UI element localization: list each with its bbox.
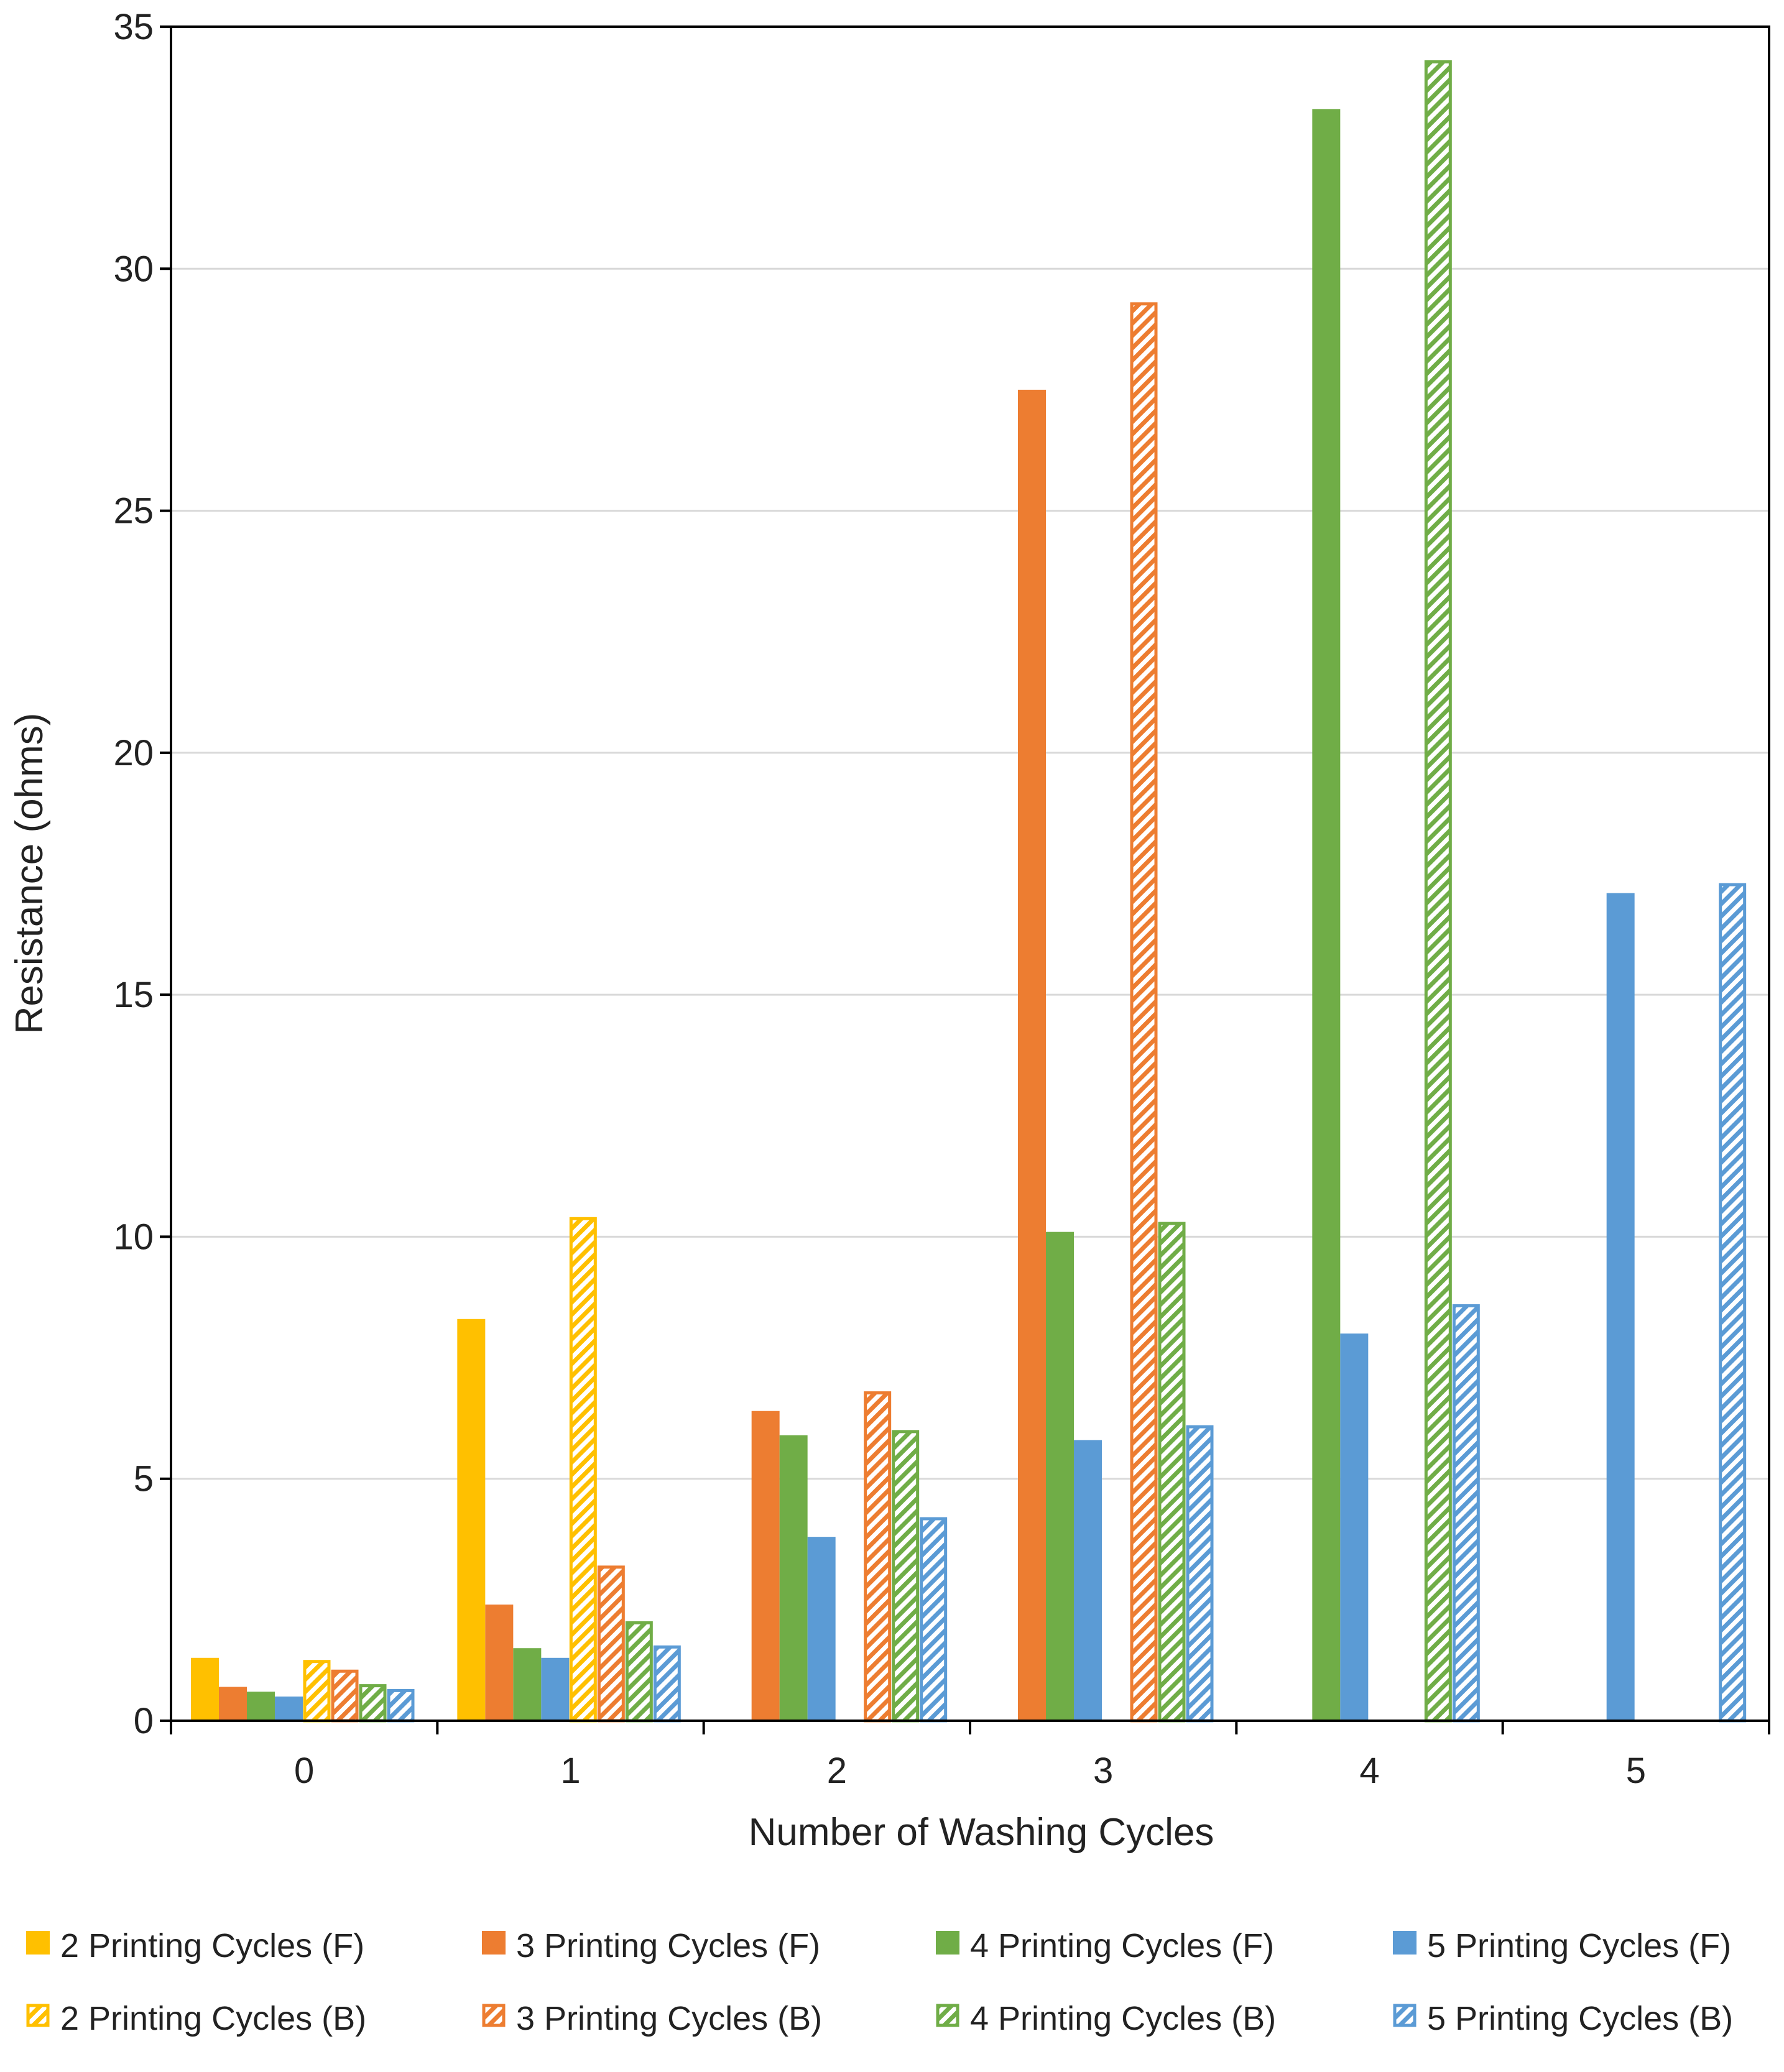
y-tick-label: 15 — [113, 975, 154, 1015]
legend-label: 5 Printing Cycles (F) — [1427, 1927, 1731, 1964]
x-tick-label: 5 — [1626, 1751, 1646, 1791]
bar — [513, 1648, 542, 1721]
bar — [331, 1669, 359, 1723]
bar — [920, 1517, 948, 1723]
legend-label: 4 Printing Cycles (B) — [970, 2000, 1276, 2037]
bar — [864, 1391, 892, 1723]
legend-swatch — [1393, 1931, 1417, 1955]
bar — [653, 1645, 681, 1723]
bar — [1424, 60, 1452, 1723]
legend-swatch — [482, 1931, 506, 1955]
bar — [1312, 109, 1341, 1721]
x-tick-label: 1 — [560, 1751, 580, 1791]
bar — [1186, 1425, 1214, 1723]
y-axis: 0 5 10 15 20 25 30 35 — [113, 7, 171, 1741]
y-tick-label: 0 — [134, 1701, 154, 1741]
bar — [247, 1692, 275, 1721]
bar — [1340, 1333, 1369, 1721]
legend-label: 4 Printing Cycles (F) — [970, 1927, 1274, 1964]
x-tick-label: 0 — [294, 1751, 314, 1791]
bar — [1018, 389, 1046, 1721]
x-axis: 0 1 2 3 4 5 — [170, 1721, 1770, 1791]
bar — [1719, 883, 1747, 1723]
bar — [1606, 893, 1635, 1721]
bar — [1452, 1304, 1480, 1723]
bar — [191, 1657, 219, 1721]
legend-swatch — [1393, 2004, 1417, 2027]
bar — [1130, 302, 1158, 1723]
legend-swatch — [482, 2004, 506, 2027]
x-axis-title: Number of Washing Cycles — [749, 1811, 1214, 1854]
y-tick-label: 35 — [113, 7, 154, 47]
bar — [1158, 1222, 1186, 1723]
legend-label: 3 Printing Cycles (B) — [516, 2000, 822, 2037]
y-tick-label: 20 — [113, 733, 154, 773]
bars — [191, 60, 1747, 1723]
x-tick-label: 4 — [1359, 1751, 1379, 1791]
bar — [569, 1217, 597, 1723]
bar — [597, 1565, 625, 1723]
bar — [275, 1697, 303, 1721]
bar — [387, 1688, 415, 1723]
legend-swatch — [26, 2004, 50, 2027]
legend-swatch — [26, 1931, 50, 1955]
bar — [359, 1684, 387, 1723]
bar — [541, 1657, 570, 1721]
legend-label: 5 Printing Cycles (B) — [1427, 2000, 1733, 2037]
gridlines — [171, 267, 1769, 1480]
legend-label: 2 Printing Cycles (F) — [60, 1927, 364, 1964]
legend-label: 2 Printing Cycles (B) — [60, 2000, 366, 2037]
bar — [1046, 1232, 1074, 1721]
legend: 2 Printing Cycles (F) 3 Printing Cycles (… — [26, 1927, 1733, 2037]
y-tick-label: 30 — [113, 249, 154, 289]
bar — [625, 1621, 653, 1723]
bar — [892, 1430, 920, 1723]
x-tick-label: 3 — [1093, 1751, 1113, 1791]
legend-swatch — [936, 1931, 959, 1955]
bar — [457, 1319, 486, 1721]
legend-label: 3 Printing Cycles (F) — [516, 1927, 820, 1964]
y-tick-label: 25 — [113, 491, 154, 532]
bar — [219, 1687, 247, 1721]
y-axis-title: Resistance (ohms) — [8, 713, 51, 1034]
y-tick-label: 10 — [113, 1217, 154, 1257]
bar — [485, 1605, 514, 1721]
y-tick-label: 5 — [134, 1459, 154, 1499]
bar — [751, 1411, 780, 1721]
bar — [303, 1660, 331, 1723]
legend-swatch — [936, 2004, 959, 2027]
bar — [807, 1537, 836, 1721]
bar — [779, 1435, 808, 1721]
x-tick-label: 2 — [827, 1751, 847, 1791]
bar — [1074, 1440, 1102, 1721]
